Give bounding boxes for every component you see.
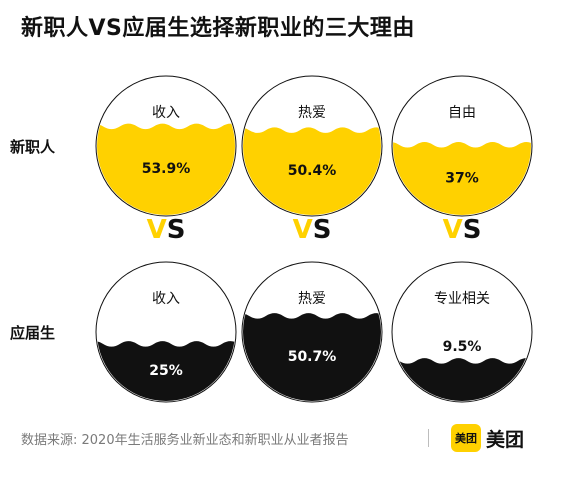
value-label-0-0: 53.9% — [142, 161, 191, 177]
page-title: 新职人VS应届生选择新职业的三大理由 — [21, 16, 415, 41]
vs-marker-0: VS — [147, 215, 186, 245]
group-label-0: 新职人 — [10, 138, 56, 156]
liquid-fill-chart: 新职人收入53.9%热爱50.4%自由37%应届生收入25%热爱50.7%专业相… — [10, 75, 533, 403]
category-label-0-0: 收入 — [152, 105, 180, 121]
value-label-1-1: 50.7% — [288, 349, 337, 365]
group-label-1: 应届生 — [10, 324, 55, 342]
category-label-1-1: 热爱 — [298, 291, 326, 307]
category-label-1-2: 专业相关 — [434, 291, 490, 307]
footer-divider — [428, 429, 429, 447]
value-label-0-2: 37% — [445, 170, 479, 186]
brand-name: 美团 — [486, 428, 525, 451]
category-label-1-0: 收入 — [152, 291, 180, 307]
brand-badge-icon: 美团 — [451, 424, 481, 452]
value-label-0-1: 50.4% — [288, 163, 337, 179]
value-label-1-2: 9.5% — [443, 339, 482, 355]
liquid-fill-1-2 — [393, 358, 531, 401]
vs-marker-2: VS — [443, 215, 482, 245]
brand-logo: 美团 美团 — [451, 424, 524, 452]
data-source-note: 数据来源: 2020年生活服务业新业态和新职业从业者报告 — [21, 433, 349, 448]
category-label-0-2: 自由 — [448, 105, 476, 121]
category-label-0-1: 热爱 — [298, 105, 326, 121]
value-label-1-0: 25% — [149, 363, 183, 379]
vs-marker-1: VS — [293, 215, 332, 245]
